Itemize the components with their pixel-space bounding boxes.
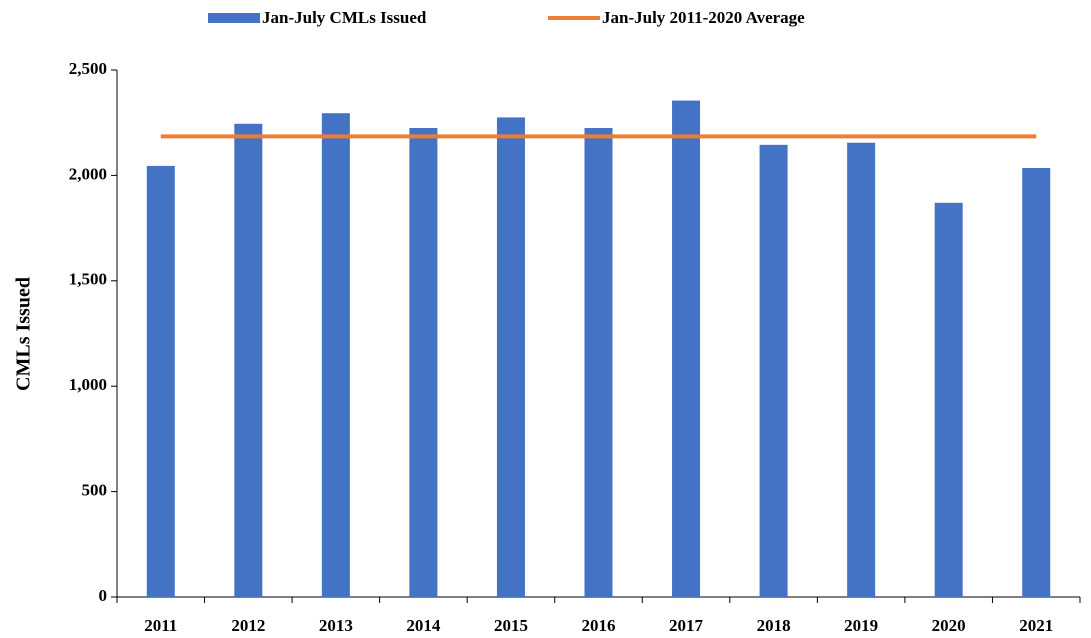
y-tick-label: 2,000 bbox=[69, 164, 107, 183]
y-axis-label: CMLs Issued bbox=[13, 277, 35, 391]
bar bbox=[847, 142, 876, 597]
bar bbox=[1022, 168, 1051, 597]
bar bbox=[759, 144, 788, 598]
bar bbox=[584, 127, 613, 597]
y-tick-label: 1,500 bbox=[69, 270, 107, 289]
legend-label: Jan-July 2011-2020 Average bbox=[602, 8, 805, 27]
x-tick-label: 2014 bbox=[406, 616, 441, 635]
x-tick-label: 2013 bbox=[319, 616, 353, 635]
legend-swatch bbox=[208, 13, 260, 23]
bar bbox=[234, 123, 263, 597]
bar bbox=[146, 165, 175, 597]
legend-label: Jan-July CMLs Issued bbox=[262, 8, 427, 27]
x-tick-label: 2017 bbox=[669, 616, 704, 635]
x-tick-label: 2020 bbox=[932, 616, 966, 635]
x-tick-label: 2016 bbox=[582, 616, 616, 635]
bar bbox=[496, 117, 525, 598]
x-tick-label: 2011 bbox=[144, 616, 177, 635]
y-tick-label: 0 bbox=[99, 586, 108, 605]
x-tick-label: 2015 bbox=[494, 616, 528, 635]
y-tick-label: 2,500 bbox=[69, 59, 107, 78]
bar bbox=[934, 202, 963, 597]
bar bbox=[321, 113, 350, 598]
x-tick-label: 2021 bbox=[1019, 616, 1053, 635]
y-tick-label: 500 bbox=[82, 481, 108, 500]
y-tick-label: 1,000 bbox=[69, 375, 107, 394]
bar bbox=[672, 100, 701, 597]
x-tick-label: 2019 bbox=[844, 616, 878, 635]
x-tick-label: 2018 bbox=[757, 616, 791, 635]
x-tick-label: 2012 bbox=[231, 616, 265, 635]
bar bbox=[409, 127, 438, 597]
